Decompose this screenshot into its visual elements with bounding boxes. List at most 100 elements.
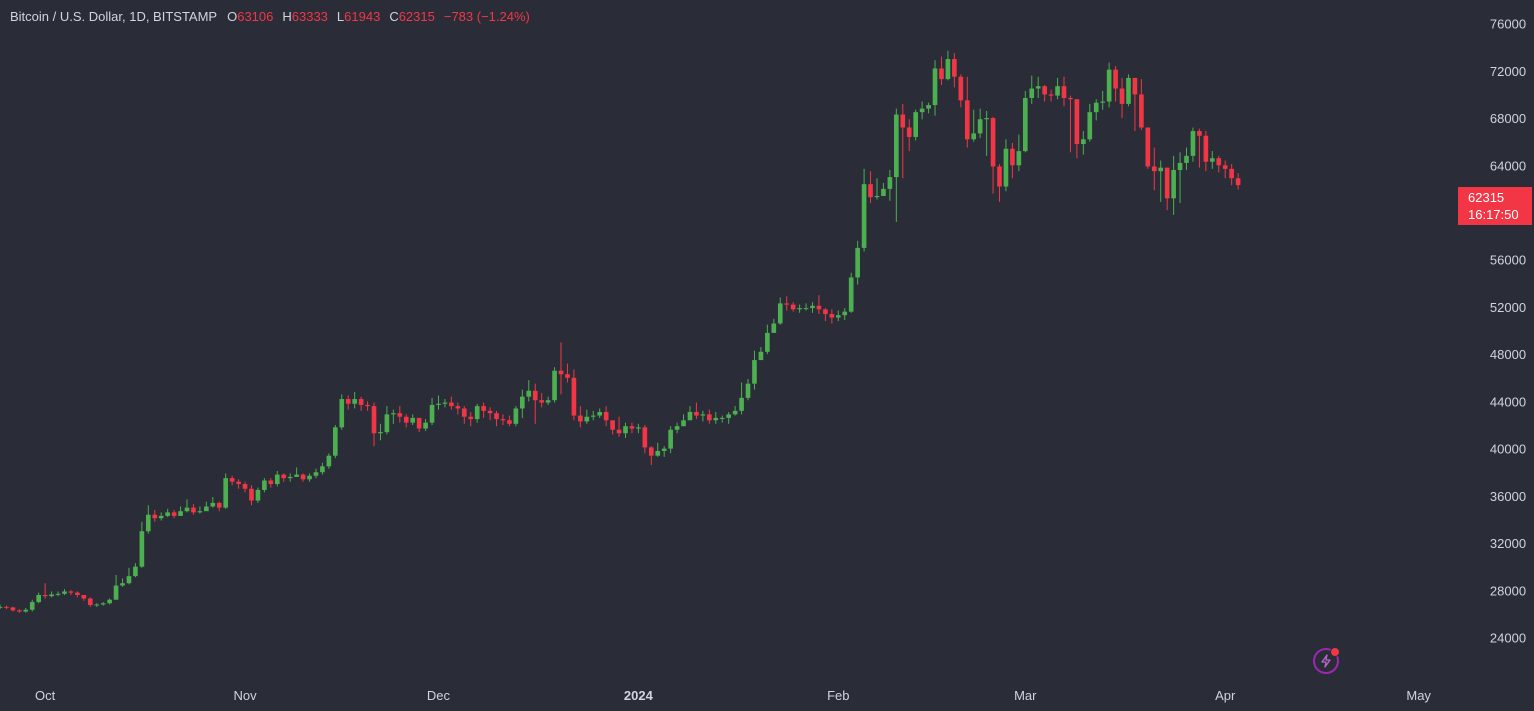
candle-body bbox=[42, 595, 48, 597]
candle bbox=[236, 479, 241, 489]
candle-body bbox=[829, 314, 835, 318]
candle bbox=[1171, 155, 1176, 215]
candle-body bbox=[1087, 112, 1093, 140]
candle-body bbox=[416, 417, 422, 429]
candle bbox=[565, 363, 570, 383]
candle-body bbox=[1184, 155, 1189, 163]
candle bbox=[1035, 76, 1041, 98]
candle-body bbox=[1164, 167, 1170, 199]
candle bbox=[816, 295, 822, 315]
candle-body bbox=[494, 413, 499, 420]
candle bbox=[313, 468, 319, 479]
candle bbox=[410, 414, 416, 425]
candle bbox=[868, 171, 873, 204]
candle-body bbox=[616, 429, 622, 434]
candle-body bbox=[1158, 167, 1164, 172]
candle bbox=[474, 403, 480, 423]
candle-body bbox=[578, 415, 583, 422]
alert-button[interactable] bbox=[1313, 647, 1340, 674]
candle bbox=[952, 53, 957, 88]
candle-body bbox=[603, 412, 609, 421]
candle bbox=[371, 402, 377, 447]
price-axis[interactable]: 24000 28000 32000 36000 40000 44000 48000 52000… bbox=[1490, 17, 1526, 646]
candle-body bbox=[520, 396, 525, 409]
candle bbox=[1016, 134, 1022, 172]
candle-body bbox=[687, 412, 693, 421]
candle-body bbox=[926, 105, 931, 109]
candle bbox=[681, 414, 686, 427]
candle bbox=[242, 481, 248, 493]
candle bbox=[133, 563, 138, 578]
candle bbox=[494, 410, 499, 427]
candle bbox=[1145, 127, 1151, 169]
symbol-title[interactable]: Bitcoin / U.S. Dollar, 1D, BITSTAMP bbox=[10, 9, 218, 24]
candle-body bbox=[971, 133, 977, 140]
candle bbox=[442, 399, 448, 408]
candle-body bbox=[668, 429, 673, 449]
candle bbox=[1190, 127, 1196, 162]
candle-body bbox=[468, 416, 474, 420]
candle-body bbox=[81, 595, 87, 599]
candle bbox=[661, 446, 667, 457]
candle-body bbox=[1068, 97, 1073, 100]
candle-body bbox=[1093, 102, 1099, 113]
candle bbox=[1093, 99, 1099, 121]
candle-body bbox=[848, 277, 854, 312]
candle-body bbox=[94, 604, 100, 606]
lightning-bolt-icon bbox=[1319, 654, 1333, 668]
candle-body bbox=[461, 408, 467, 417]
candle-body bbox=[332, 427, 338, 456]
candle bbox=[49, 591, 54, 598]
candle bbox=[287, 473, 293, 482]
candle bbox=[87, 597, 93, 607]
candle-body bbox=[378, 432, 383, 434]
candle-body bbox=[87, 598, 93, 606]
candle bbox=[262, 478, 267, 493]
candle-body bbox=[1209, 158, 1215, 162]
candle bbox=[732, 406, 738, 416]
candle bbox=[926, 102, 931, 114]
candle-body bbox=[145, 514, 151, 532]
candle-body bbox=[707, 414, 712, 421]
candle-body bbox=[1074, 99, 1080, 145]
candle-body bbox=[1029, 88, 1035, 98]
candle-body bbox=[403, 416, 409, 423]
candle bbox=[216, 501, 222, 512]
candle bbox=[1216, 155, 1222, 173]
x-tick-label: Apr bbox=[1215, 688, 1236, 703]
candle-body bbox=[739, 397, 744, 411]
candle-body bbox=[449, 402, 454, 407]
candle-body bbox=[997, 166, 1002, 187]
candle-body bbox=[23, 609, 29, 612]
candle bbox=[10, 606, 16, 612]
candle-body bbox=[1222, 165, 1228, 169]
candle bbox=[468, 412, 474, 427]
candle bbox=[423, 419, 428, 431]
candle bbox=[674, 422, 680, 434]
candle bbox=[461, 406, 467, 424]
candle bbox=[339, 394, 345, 430]
candle bbox=[887, 170, 893, 201]
candle-body bbox=[152, 514, 158, 519]
candle bbox=[397, 406, 403, 423]
candle-body bbox=[1203, 135, 1209, 162]
candle bbox=[520, 389, 525, 418]
candle-body bbox=[287, 476, 293, 479]
candle bbox=[1048, 89, 1054, 102]
candle-body bbox=[526, 390, 532, 397]
candle-body bbox=[1003, 148, 1009, 187]
open-label: O bbox=[227, 9, 238, 24]
candle bbox=[429, 397, 435, 425]
candle bbox=[874, 178, 880, 200]
candle bbox=[842, 308, 848, 320]
candle-body bbox=[932, 68, 938, 106]
candle bbox=[326, 453, 332, 469]
candle-body bbox=[29, 602, 35, 610]
candle-body bbox=[945, 59, 951, 80]
candle bbox=[145, 505, 151, 534]
time-axis[interactable]: Oct Nov Dec 2024 Feb Mar Apr May bbox=[35, 688, 1431, 703]
candle bbox=[294, 467, 299, 477]
y-tick-label: 56000 bbox=[1490, 253, 1526, 268]
candle-body bbox=[4, 606, 9, 608]
